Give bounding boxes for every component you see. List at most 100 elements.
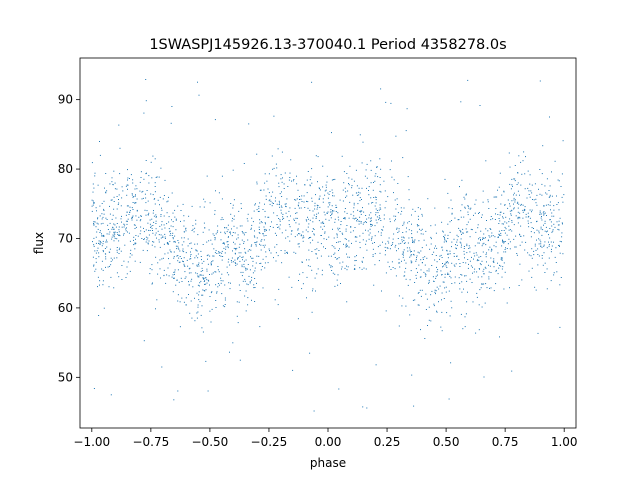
data-point [382,226,384,228]
data-point [314,249,316,251]
data-point [459,241,461,243]
data-point [383,180,385,182]
data-point [341,268,342,270]
data-point [261,239,263,241]
data-point [441,292,443,294]
data-point [553,209,555,211]
data-point [407,176,409,178]
data-point [385,101,387,103]
data-point [423,271,425,273]
data-point [365,229,366,231]
data-point [192,228,194,230]
data-point [541,194,543,196]
data-point [339,241,341,243]
data-point [554,226,556,228]
data-point [143,231,145,233]
data-point [170,233,172,235]
data-point [371,236,373,238]
data-point [167,242,169,244]
data-point [159,259,161,261]
data-point [457,219,459,221]
data-point [449,315,451,317]
data-point [226,231,228,233]
data-point [182,260,183,262]
data-point [126,266,128,268]
data-point [289,207,291,209]
data-point [346,195,348,197]
data-point [109,205,110,207]
data-point [203,278,205,280]
data-point [546,268,548,270]
data-point [221,259,223,261]
data-point [551,171,552,173]
data-point [460,230,462,232]
data-point [441,311,443,313]
data-point [227,261,229,263]
data-point [180,258,182,259]
data-point [337,212,339,214]
data-point [149,268,151,270]
data-point [555,247,557,249]
data-point [408,229,410,231]
data-point [343,243,344,245]
data-point [460,216,462,218]
data-point [206,241,208,243]
data-point [177,390,179,392]
data-point [334,252,336,254]
data-point [354,260,356,262]
data-point [311,269,313,271]
data-point [99,284,100,286]
data-point [220,255,222,257]
data-point [508,238,510,240]
data-point [118,199,119,200]
data-point [318,197,320,199]
data-point [245,268,247,270]
data-point [553,274,555,276]
data-point [98,242,99,244]
data-point [344,187,346,189]
data-point [405,130,407,132]
data-point [499,220,501,222]
data-point [561,232,563,234]
data-point [282,177,283,179]
data-point [528,190,530,192]
data-point [465,193,467,195]
data-point [420,229,422,231]
data-point [298,246,300,248]
data-point [303,236,305,238]
data-point [310,236,312,238]
data-point [482,201,484,203]
data-point [381,229,383,231]
data-point [516,202,518,204]
data-point [477,242,479,244]
data-point [523,208,525,210]
data-point [507,207,509,209]
data-point [533,232,535,234]
data-point [281,181,283,183]
x-tick-label: 0.75 [492,435,519,449]
data-point [357,219,358,220]
data-point [475,252,477,254]
data-point [310,176,312,178]
data-point [224,252,226,254]
data-point [111,228,113,230]
data-point [554,256,556,258]
data-point [317,205,319,206]
data-point [548,190,550,191]
data-point [191,247,193,249]
data-point [418,252,420,254]
data-point [123,226,125,228]
data-point [203,290,205,291]
data-point [361,187,363,189]
data-point [118,249,120,251]
data-point [461,274,463,276]
data-point [394,246,396,248]
data-point [129,256,131,258]
data-point [234,243,236,245]
data-point [478,268,480,269]
data-point [447,223,449,225]
data-point [405,278,407,280]
data-point [145,160,147,161]
data-point [428,319,430,321]
data-point [243,163,245,164]
